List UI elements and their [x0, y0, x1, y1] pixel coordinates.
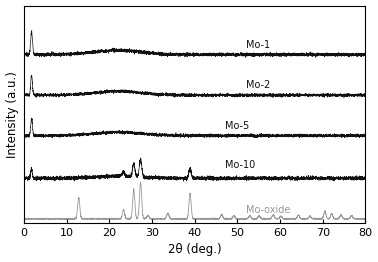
Text: Mo-10: Mo-10: [225, 160, 255, 171]
Text: Mo-1: Mo-1: [246, 40, 270, 50]
Text: Mo-2: Mo-2: [246, 80, 270, 90]
Text: Mo-5: Mo-5: [225, 121, 249, 131]
X-axis label: 2θ (deg.): 2θ (deg.): [168, 243, 222, 256]
Y-axis label: Intensity (a.u.): Intensity (a.u.): [6, 71, 19, 158]
Text: Mo-oxide: Mo-oxide: [246, 205, 290, 215]
